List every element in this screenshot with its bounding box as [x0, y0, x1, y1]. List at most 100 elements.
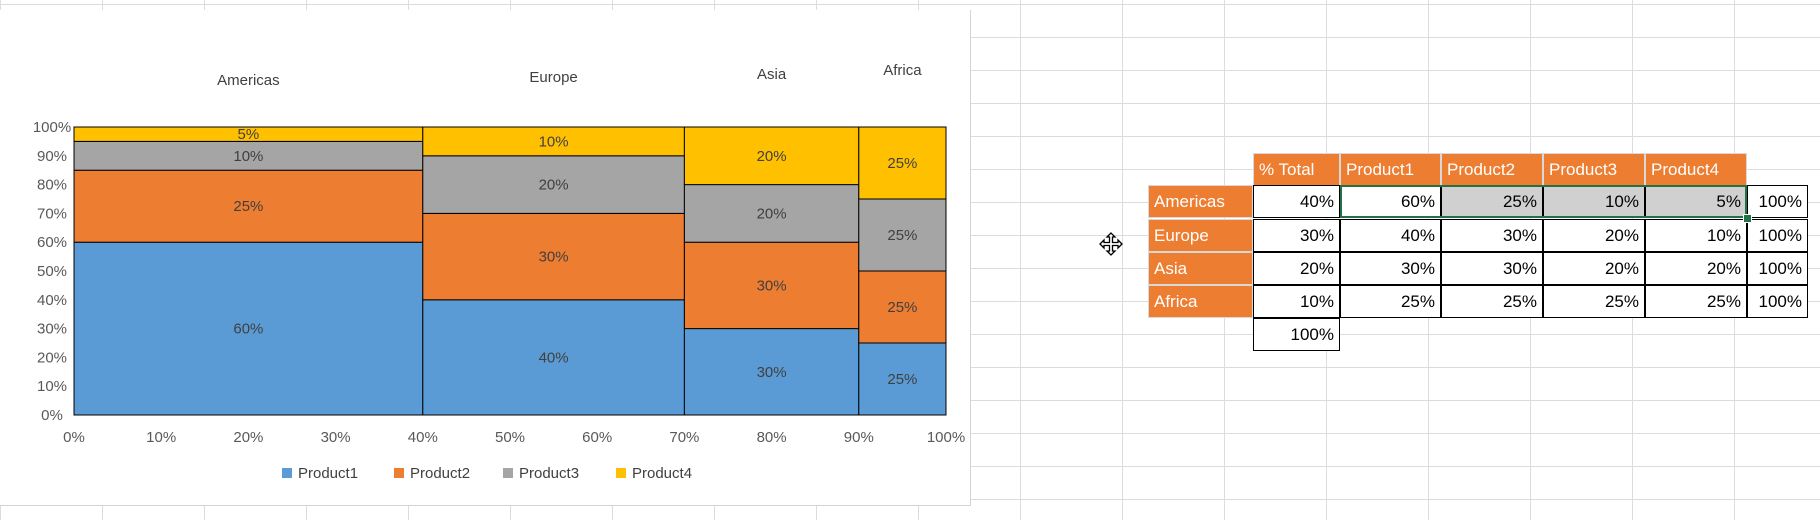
row-label-cell[interactable]: Americas [1148, 185, 1253, 218]
data-label: 25% [887, 227, 917, 244]
data-label: 20% [757, 205, 787, 222]
table-cell[interactable]: 25% [1645, 285, 1747, 318]
legend-label: Product1 [298, 465, 358, 482]
y-tick-label: 60% [37, 234, 67, 251]
legend-swatch [394, 468, 404, 478]
y-tick-label: 100% [33, 119, 71, 136]
row-label-cell[interactable]: Asia [1148, 252, 1253, 285]
table-cell[interactable]: 10% [1543, 185, 1645, 218]
data-label: 30% [757, 277, 787, 294]
table-cell[interactable]: 25% [1340, 285, 1441, 318]
row-label-cell[interactable]: Europe [1148, 219, 1253, 252]
table-header-cell[interactable]: Product2 [1441, 153, 1543, 186]
region-label: Africa [883, 62, 922, 79]
data-label: 30% [757, 364, 787, 381]
bar-segment[interactable] [858, 126, 947, 200]
bar-segment[interactable] [422, 299, 685, 416]
x-tick-label: 0% [63, 429, 85, 446]
legend-label: Product3 [519, 465, 579, 482]
y-tick-label: 20% [37, 349, 67, 366]
chart-canvas: 60% 25% 10% 5% Americas 40% 30% 20% 10% Europe 30%… [33, 62, 965, 482]
bar-segment[interactable] [422, 126, 685, 157]
total-cell[interactable]: 30% [1253, 219, 1340, 252]
data-label: 30% [539, 249, 569, 266]
x-tick-label: 70% [669, 429, 699, 446]
mekko-chart[interactable]: 60% 25% 10% 5% Americas 40% 30% 20% 10% Europe 30%… [0, 10, 971, 506]
bar-segment[interactable] [683, 184, 860, 243]
data-label: 10% [233, 148, 263, 165]
y-tick-label: 70% [37, 205, 67, 222]
x-tick-label: 60% [582, 429, 612, 446]
fill-handle[interactable] [1743, 214, 1752, 223]
legend-swatch [282, 468, 292, 478]
bar-segment[interactable] [73, 241, 424, 416]
data-label: 20% [539, 177, 569, 194]
table-cell[interactable]: 10% [1645, 219, 1747, 252]
total-cell[interactable]: 10% [1253, 285, 1340, 318]
total-cell[interactable]: 40% [1253, 185, 1340, 218]
row-sum-cell[interactable]: 100% [1747, 252, 1808, 285]
table-header-cell[interactable]: % Total [1253, 153, 1340, 186]
y-tick-label: 40% [37, 292, 67, 309]
bar-segment[interactable] [683, 241, 860, 330]
table-header-cell[interactable]: Product3 [1543, 153, 1645, 186]
table-cell[interactable]: 25% [1441, 185, 1543, 218]
bar-segment[interactable] [858, 342, 947, 416]
y-tick-label: 80% [37, 177, 67, 194]
data-label: 60% [233, 321, 263, 338]
x-tick-label: 80% [757, 429, 787, 446]
bar-segment[interactable] [422, 212, 685, 301]
x-tick-label: 40% [408, 429, 438, 446]
region-label: Europe [529, 69, 577, 86]
region-label: Asia [757, 66, 787, 83]
x-tick-label: 10% [146, 429, 176, 446]
x-tick-label: 90% [844, 429, 874, 446]
y-tick-label: 0% [41, 407, 63, 424]
data-label: 25% [233, 198, 263, 215]
bar-segment[interactable] [683, 126, 860, 186]
legend-swatch [616, 468, 626, 478]
row-label-cell[interactable]: Africa [1148, 285, 1253, 318]
bar-segment[interactable] [858, 270, 947, 344]
x-tick-label: 50% [495, 429, 525, 446]
table-cell[interactable]: 20% [1543, 219, 1645, 252]
table-cell[interactable]: 25% [1543, 285, 1645, 318]
bar-segment[interactable] [422, 155, 685, 214]
cell-selection-outline [1340, 185, 1747, 218]
data-label: 5% [238, 126, 260, 143]
y-tick-label: 30% [37, 321, 67, 338]
table-cell[interactable]: 20% [1645, 252, 1747, 285]
row-sum-cell[interactable]: 100% [1747, 185, 1808, 218]
table-cell[interactable]: 40% [1340, 219, 1441, 252]
y-tick-label: 10% [37, 378, 67, 395]
table-cell[interactable]: 20% [1543, 252, 1645, 285]
x-tick-label: 20% [233, 429, 263, 446]
data-label: 25% [887, 299, 917, 316]
table-header-cell[interactable]: Product1 [1340, 153, 1441, 186]
data-label: 40% [539, 349, 569, 366]
x-tick-label: 100% [927, 429, 965, 446]
table-cell[interactable]: 30% [1441, 219, 1543, 252]
row-sum-cell[interactable]: 100% [1747, 285, 1808, 318]
table-cell[interactable]: 30% [1441, 252, 1543, 285]
legend-label: Product4 [632, 465, 692, 482]
table-header-cell[interactable]: Product4 [1645, 153, 1747, 186]
y-tick-label: 90% [37, 148, 67, 165]
data-label: 10% [539, 133, 569, 150]
row-sum-cell[interactable]: 100% [1747, 219, 1808, 252]
region-label: Americas [217, 72, 280, 89]
total-cell[interactable]: 20% [1253, 252, 1340, 285]
legend-swatch [503, 468, 513, 478]
y-tick-label: 50% [37, 263, 67, 280]
x-tick-label: 30% [321, 429, 351, 446]
table-cell[interactable]: 30% [1340, 252, 1441, 285]
bar-segment[interactable] [858, 198, 947, 272]
data-label: 25% [887, 155, 917, 172]
grand-total-cell[interactable]: 100% [1253, 318, 1340, 351]
move-cursor-icon [1098, 231, 1124, 257]
data-label: 20% [757, 148, 787, 165]
data-label: 25% [887, 371, 917, 388]
table-cell[interactable]: 25% [1441, 285, 1543, 318]
legend-label: Product2 [410, 465, 470, 482]
bar-segment[interactable] [683, 328, 860, 416]
